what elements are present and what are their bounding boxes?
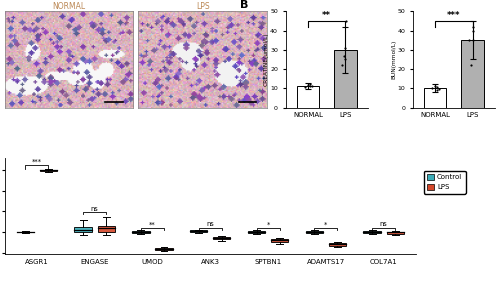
Point — [342, 19, 349, 23]
Bar — [98, 226, 115, 232]
Bar — [386, 232, 404, 233]
Text: B: B — [240, 0, 249, 10]
Point — [467, 63, 475, 67]
Text: **: ** — [322, 12, 331, 20]
Bar — [213, 237, 230, 239]
Text: ***: *** — [32, 158, 42, 165]
Bar — [329, 243, 346, 246]
Bar — [74, 227, 92, 232]
Bar — [248, 231, 265, 233]
Text: *: * — [324, 221, 328, 227]
Bar — [364, 231, 381, 233]
Bar — [306, 231, 323, 233]
Point — [435, 87, 443, 91]
Point — [338, 63, 346, 67]
Point — [434, 88, 442, 92]
Text: ns: ns — [380, 221, 388, 227]
Point — [340, 53, 347, 58]
Point — [342, 57, 349, 62]
Bar — [424, 88, 446, 107]
Point — [431, 84, 439, 89]
Point — [342, 46, 349, 50]
Y-axis label: BUN(mmol/L): BUN(mmol/L) — [391, 40, 396, 79]
Text: ns: ns — [206, 221, 214, 227]
Bar — [297, 86, 319, 107]
Text: ns: ns — [90, 206, 98, 212]
Point — [468, 38, 476, 42]
Title: LPS: LPS — [196, 1, 209, 10]
Text: *: * — [266, 221, 270, 227]
Point — [469, 28, 477, 33]
Point — [428, 86, 436, 91]
Point — [433, 85, 441, 90]
Bar — [190, 230, 208, 232]
Point — [466, 38, 473, 42]
Bar — [40, 170, 57, 171]
Text: **: ** — [149, 221, 156, 227]
Y-axis label: CREATINE(umol/L): CREATINE(umol/L) — [264, 33, 268, 86]
Point — [301, 85, 309, 90]
Point — [308, 84, 316, 88]
Bar — [156, 248, 172, 250]
Bar — [271, 239, 288, 243]
Bar — [132, 231, 150, 233]
Bar — [334, 50, 356, 107]
Point — [468, 25, 476, 29]
Point — [304, 83, 312, 88]
Text: ***: *** — [447, 12, 460, 20]
Title: NORMAL: NORMAL — [52, 1, 86, 10]
Legend: Control, LPS: Control, LPS — [424, 171, 466, 194]
Bar — [462, 40, 484, 107]
Point — [306, 82, 314, 87]
Point — [306, 84, 314, 89]
